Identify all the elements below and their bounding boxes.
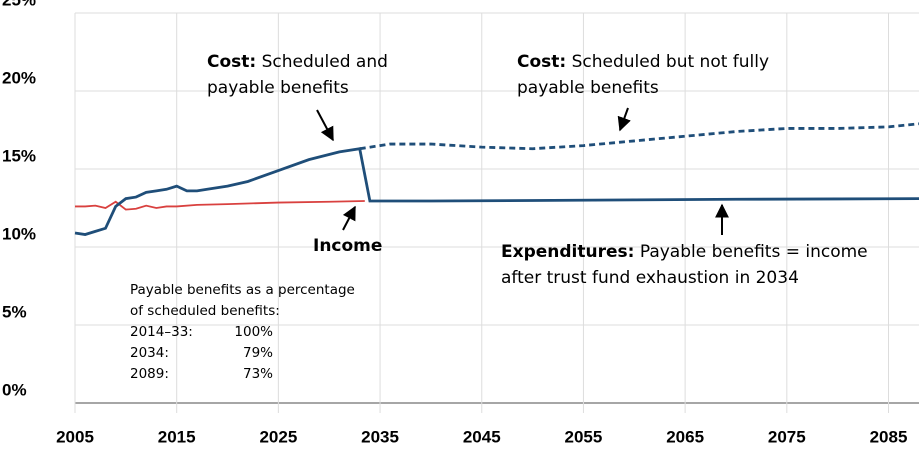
y-tick-label: 5%	[2, 302, 27, 321]
annotation: Expenditures: Payable benefits = income	[501, 242, 868, 262]
note-value: 100%	[234, 324, 273, 340]
annotations: Cost: Scheduled and payable benefits Cost:…	[130, 52, 868, 382]
arrow	[342, 205, 356, 231]
series-line	[359, 122, 919, 151]
note-label: 2034:	[130, 345, 169, 361]
y-tick-label: 10%	[2, 224, 36, 243]
series-line	[75, 200, 365, 211]
annotation-bold: Cost:	[517, 52, 566, 72]
y-tick-label: 25%	[2, 0, 36, 9]
note-value: 73%	[243, 366, 273, 382]
x-tick-label: 2045	[463, 427, 501, 446]
annotation-text: payable benefits	[517, 78, 659, 98]
annotation-text: payable benefits	[207, 78, 349, 98]
annotation-text: Scheduled but not fully	[566, 52, 769, 72]
x-tick-label: 2075	[768, 427, 806, 446]
annotation-bold: Income	[313, 236, 382, 256]
annotation-bold: Cost:	[207, 52, 256, 72]
y-tick-label: 20%	[2, 68, 36, 87]
annotation-text: after trust fund exhaustion in 2034	[501, 268, 799, 288]
annotation-bold: Expenditures:	[501, 242, 634, 262]
arrow	[617, 107, 631, 132]
x-tick-label: 2065	[666, 427, 704, 446]
y-tick-label: 0%	[2, 380, 27, 399]
note-label: 2089:	[130, 366, 169, 382]
annotation: Cost: Scheduled but not fully	[517, 52, 769, 72]
plot	[74, 122, 919, 236]
note-label: 2014–33:	[130, 324, 193, 340]
arrow	[316, 109, 334, 142]
x-tick-label: 2015	[158, 427, 196, 446]
annotation-text: Payable benefits = income	[634, 242, 867, 262]
x-tick-label: 2025	[259, 427, 297, 446]
x-tick-label: 2055	[565, 427, 603, 446]
note-value: 79%	[243, 345, 273, 361]
x-tick-label: 2085	[870, 427, 908, 446]
annotation: Income	[313, 236, 382, 256]
annotation: Cost: Scheduled and	[207, 52, 388, 72]
note-text: of scheduled benefits:	[130, 303, 280, 319]
x-tick-label: 2035	[361, 427, 399, 446]
series-line	[74, 147, 919, 236]
annotation-text: Scheduled and	[256, 52, 388, 72]
note-text: Payable benefits as a percentage	[130, 282, 355, 298]
y-tick-label: 15%	[2, 146, 36, 165]
x-tick-label: 2005	[56, 427, 94, 446]
